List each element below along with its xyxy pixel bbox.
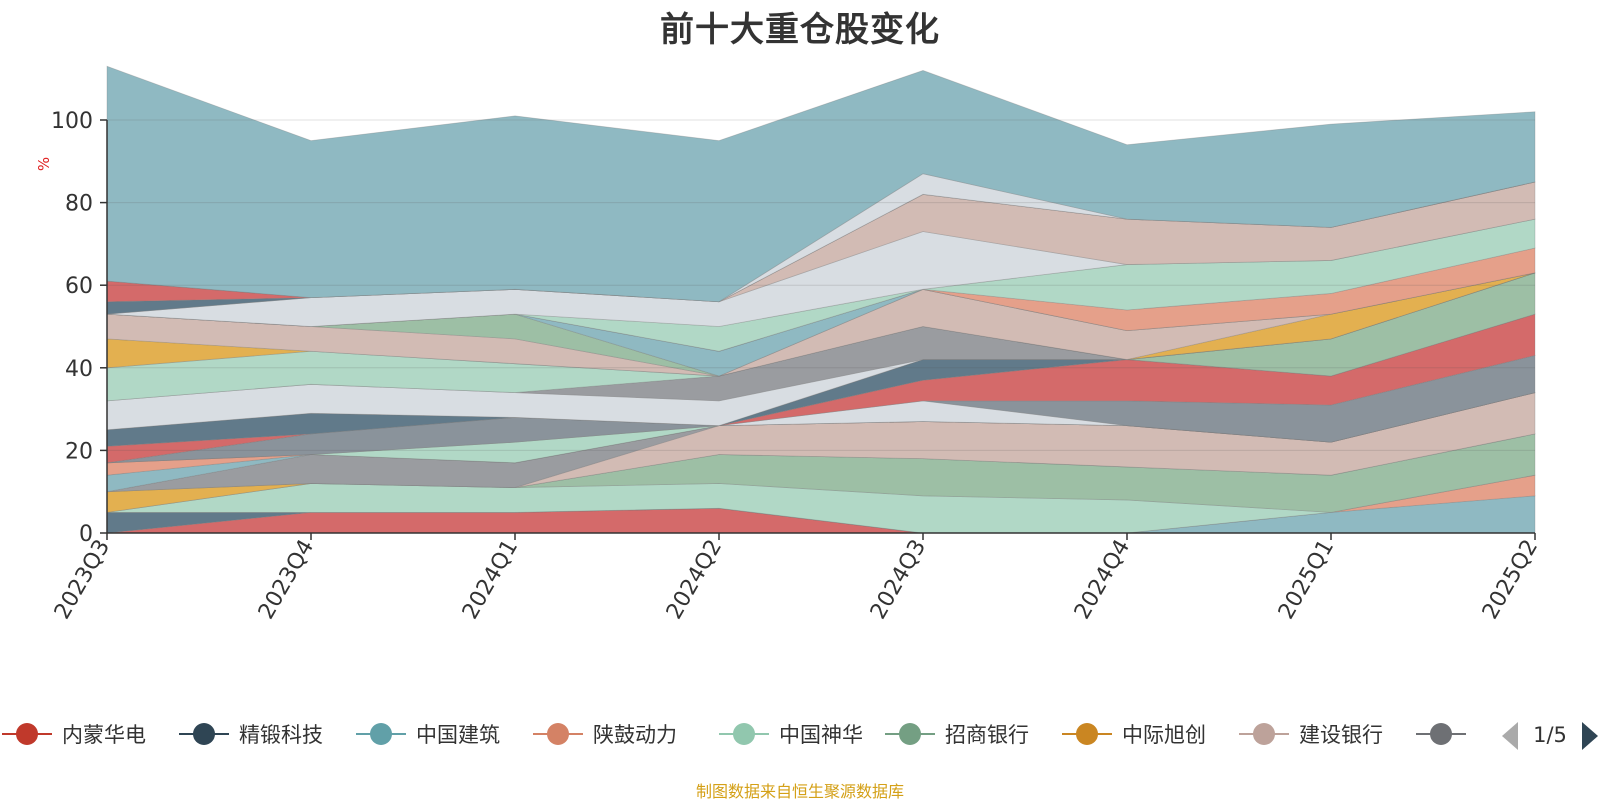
y-tick-label-5: 100 [51,109,93,134]
y-tick-label-4: 80 [65,192,93,217]
area-series-24 [106,247,1536,352]
x-tick-label-3: 2024Q2 [662,536,727,624]
legend-item-4[interactable]: 中国神华 [719,723,863,747]
legend-overflow-mask [1470,712,1600,762]
legend-item-6[interactable]: 中际旭创 [1062,723,1206,747]
legend-marker-4 [733,723,755,745]
legend-label-5: 招商银行 [945,723,1029,747]
x-tick-label-0: 2023Q3 [50,536,115,624]
area-series-31 [106,65,1536,303]
legend-label-3: 陕鼓动力 [593,723,677,747]
source-note: 制图数据来自恒生聚源数据库 [695,782,904,800]
legend-item-0[interactable]: 内蒙华电 [2,723,146,747]
x-tick-label-4: 2024Q3 [866,536,931,624]
legend-label-6: 中际旭创 [1122,723,1206,747]
legend-marker-2 [370,723,392,745]
legend-label-1: 精锻科技 [239,723,323,747]
legend-item-3[interactable]: 陕鼓动力 [533,723,677,747]
legend-marker-3 [547,723,569,745]
legend-marker-8 [1430,723,1452,745]
legend-marker-1 [193,723,215,745]
legend-marker-5 [899,723,921,745]
legend-marker-6 [1076,723,1098,745]
area-series-2 [107,495,1536,534]
area-series-14 [106,313,1536,464]
legend-item-7[interactable]: 建设银行 [1239,723,1383,747]
legend-marker-0 [16,723,38,745]
chart-title: 前十大重仓股变化 [660,10,940,50]
legend-label-2: 中国建筑 [416,723,500,747]
area-series-3 [107,474,1536,534]
legend-page-indicator: 1/5 [1533,723,1567,747]
y-tick-label-1: 20 [65,439,93,464]
x-tick-label-7: 2025Q2 [1478,536,1543,624]
legend-item-2[interactable]: 中国建筑 [356,723,500,747]
x-tick-label-5: 2024Q4 [1070,536,1135,624]
legend-item-5[interactable]: 招商银行 [885,723,1029,747]
triangle-right-icon[interactable] [1582,722,1598,750]
y-axis-unit-label: % [35,157,53,171]
legend-label-0: 内蒙华电 [62,723,146,747]
legend-label-7: 建设银行 [1299,723,1383,747]
triangle-left-icon[interactable] [1502,722,1518,750]
legend-label-4: 中国神华 [779,723,863,747]
y-tick-label-0: 0 [79,522,93,547]
y-tick-label-3: 60 [65,274,93,299]
legend-item-1[interactable]: 精锻科技 [179,723,323,747]
x-tick-label-2: 2024Q1 [458,536,523,624]
x-tick-label-6: 2025Q1 [1274,536,1339,624]
y-tick-label-2: 40 [65,357,93,382]
x-tick-label-1: 2023Q4 [254,536,319,624]
legend-marker-7 [1253,723,1275,745]
